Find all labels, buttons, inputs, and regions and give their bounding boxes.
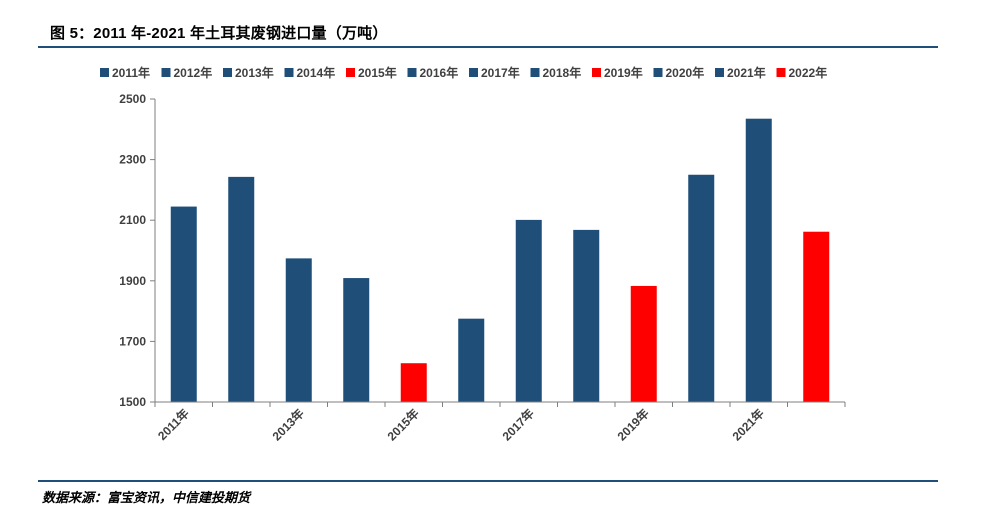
y-tick-label: 1500 [119,395,146,409]
legend-label: 2016年 [420,65,459,80]
bar-2016年 [458,318,485,402]
x-tick-label: 2017年 [499,406,537,444]
legend-swatch [223,68,232,77]
legend-swatch [592,68,601,77]
legend-label: 2014年 [297,65,336,80]
x-axis: 2011年 2013年 2015年 2017年 2019年 2021年 [154,401,846,444]
legend-swatch [776,68,786,77]
bar-2014年 [343,278,370,402]
bar-2017年 [515,219,542,402]
y-tick-label: 1700 [119,334,146,348]
bar-2013年 [285,258,312,402]
x-tick-label: 2021年 [729,406,767,444]
bottom-rule [38,480,938,482]
legend-swatch [284,68,294,77]
bar-2020年 [688,174,715,402]
legend-swatch [100,68,109,77]
bar-series [170,118,830,402]
x-tick-label: 2011年 [154,406,192,444]
legend-swatch [715,68,724,77]
legend-swatch [407,68,417,77]
bar-2019年 [630,285,657,402]
legend-swatch [161,68,171,77]
legend-label: 2022年 [789,65,828,80]
legend-label: 2018年 [543,65,582,80]
x-tick-label: 2015年 [384,406,422,444]
legend-label: 2015年 [358,65,397,80]
bar-2015年 [400,363,427,402]
y-axis: 1500 1700 1900 2100 2300 2500 [119,92,156,409]
legend-label: 2020年 [666,65,705,80]
legend-label: 2017年 [481,65,520,80]
legend-swatch [530,68,540,77]
bar-2011年 [170,206,197,402]
bar-2022年 [803,231,830,402]
y-tick-label: 2500 [119,92,146,106]
x-tick-label: 2013年 [269,406,307,444]
bar-2012年 [228,176,255,402]
y-tick-label: 2100 [119,213,146,227]
bar-2021年 [745,118,772,402]
y-tick-label: 1900 [119,274,146,288]
legend-label: 2021年 [727,65,766,80]
bar-2018年 [573,229,600,402]
figure-title: 图 5：2011 年-2021 年土耳其废钢进口量（万吨） [50,25,388,42]
legend-swatch [469,68,478,77]
legend-label: 2011年 [112,65,150,80]
legend-swatch [346,68,355,77]
legend-label: 2013年 [235,65,274,80]
chart-legend: 2011年 2012年 2013年 2014年 2015年 2016年 2017年 2018年… [100,65,827,80]
legend-swatch [653,68,663,77]
top-rule [38,46,938,48]
x-tick-label: 2019年 [614,406,652,444]
legend-label: 2019年 [604,65,643,80]
legend-label: 2012年 [174,65,213,80]
source-note: 数据来源：富宝资讯，中信建投期货 [42,490,251,505]
y-tick-label: 2300 [119,153,146,167]
